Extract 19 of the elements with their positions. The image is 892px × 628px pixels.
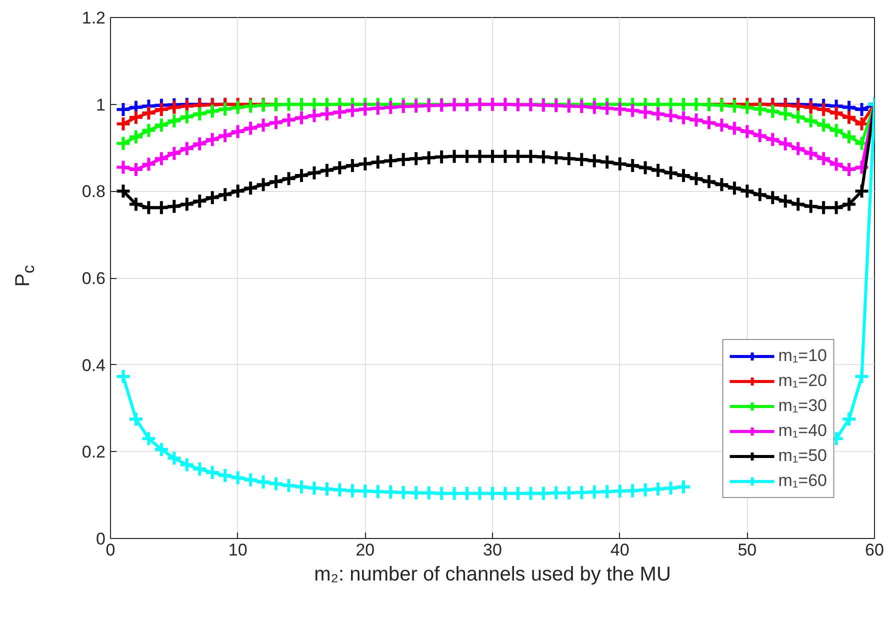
x-tick-label: 60 bbox=[865, 540, 884, 560]
x-axis-title: m₂: number of channels used by the MU bbox=[314, 564, 671, 586]
legend-label: m₁=30 bbox=[778, 396, 827, 416]
y-tick-label: 0.4 bbox=[82, 356, 106, 375]
legend-label: m₁=50 bbox=[778, 446, 827, 466]
y-tick-label: 1.2 bbox=[82, 8, 106, 28]
x-tick-label: 30 bbox=[483, 540, 502, 560]
x-tick-label: 50 bbox=[738, 540, 757, 560]
legend-label: m₁=20 bbox=[778, 371, 827, 391]
legend-label: m₁=40 bbox=[778, 421, 827, 441]
x-tick-label: 20 bbox=[356, 540, 375, 560]
y-tick-label: 0.8 bbox=[82, 182, 106, 202]
y-tick-label: 0.2 bbox=[82, 442, 106, 462]
legend-label: m₁=60 bbox=[778, 471, 827, 491]
x-tick-label: 10 bbox=[228, 540, 248, 560]
y-tick-label: 0.6 bbox=[82, 269, 106, 288]
y-tick-label: 1 bbox=[96, 95, 106, 114]
legend-label: m₁=10 bbox=[778, 346, 827, 366]
x-tick-label: 40 bbox=[610, 540, 630, 560]
